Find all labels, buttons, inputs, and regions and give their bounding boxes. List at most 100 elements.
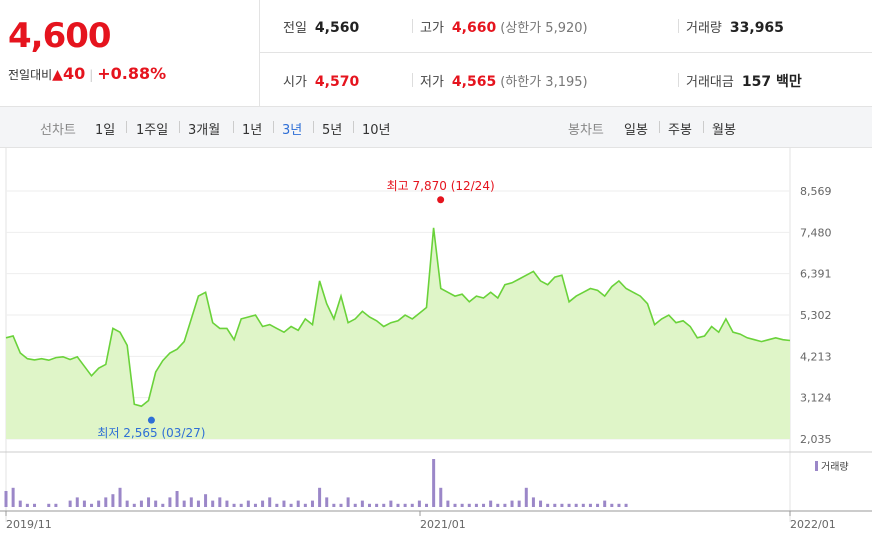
volume-bar xyxy=(18,500,22,507)
volume-bar xyxy=(410,503,414,507)
tab-weekly[interactable]: 주봉 xyxy=(668,123,692,138)
volume-bar xyxy=(375,503,379,507)
volume-bar xyxy=(353,503,357,507)
change-value: 40 xyxy=(62,64,86,83)
volume-bar xyxy=(332,503,336,507)
quote-panel xyxy=(0,0,872,107)
volume-bar xyxy=(4,491,8,507)
volume-bar xyxy=(417,500,421,507)
tab-1y[interactable]: 1년 xyxy=(242,123,263,138)
volume-bar xyxy=(132,503,136,507)
volume-bar xyxy=(360,500,364,507)
y-tick-label: 2,035 xyxy=(800,433,832,446)
tab-3y[interactable]: 3년 xyxy=(282,123,303,138)
volume-bar xyxy=(553,503,557,507)
volume-bar xyxy=(389,500,393,507)
low-price: 저가 4,565 (하한가 3,195) xyxy=(420,74,588,90)
volume-legend-swatch xyxy=(815,461,818,471)
x-tick-label: 2019/11 xyxy=(6,518,52,531)
volume-bar xyxy=(139,500,143,507)
volume-bar xyxy=(182,500,186,507)
change-label: 전일대비 xyxy=(8,68,53,82)
volume-bar xyxy=(546,503,550,507)
trade-amount: 거래대금 157 백만 xyxy=(686,74,802,90)
volume-bar xyxy=(603,500,607,507)
volume-bar xyxy=(289,503,293,507)
x-tick-label: 2021/01 xyxy=(420,518,466,531)
line-chart-label: 선차트 xyxy=(40,123,76,138)
volume-bar xyxy=(517,500,521,507)
volume-bar xyxy=(104,497,108,507)
volume-bar xyxy=(189,497,193,507)
volume-bar xyxy=(310,500,314,507)
tab-10y[interactable]: 10년 xyxy=(362,123,391,138)
volume-bar xyxy=(232,503,236,507)
y-tick-label: 6,391 xyxy=(800,268,832,281)
volume-bar xyxy=(617,503,621,507)
x-tick-label: 2022/01 xyxy=(790,518,836,531)
volume-bar xyxy=(211,500,215,507)
volume-bar xyxy=(382,503,386,507)
max-marker xyxy=(437,196,445,204)
volume-bar xyxy=(147,497,151,507)
volume-bar xyxy=(474,503,478,507)
volume-bar xyxy=(282,500,286,507)
volume-bar xyxy=(296,500,300,507)
volume-bar xyxy=(25,503,29,507)
volume-bar xyxy=(489,500,493,507)
y-tick-label: 3,124 xyxy=(800,392,832,405)
volume-bar xyxy=(90,503,94,507)
volume: 거래량 33,965 xyxy=(686,20,784,36)
tab-1w[interactable]: 1주일 xyxy=(136,123,169,138)
volume-bar xyxy=(253,503,257,507)
volume-bar xyxy=(175,491,179,507)
high-price: 고가 4,660 (상한가 5,920) xyxy=(420,20,588,36)
tab-monthly[interactable]: 월봉 xyxy=(712,123,736,138)
volume-bar xyxy=(11,487,15,507)
chart-tabs-bar xyxy=(0,107,872,148)
y-tick-label: 4,213 xyxy=(800,350,832,363)
volume-bar xyxy=(539,500,543,507)
volume-bar xyxy=(453,503,457,507)
volume-bar xyxy=(460,503,464,507)
volume-bar xyxy=(161,503,165,507)
volume-bar xyxy=(467,503,471,507)
volume-bar xyxy=(47,503,51,507)
y-tick-label: 7,480 xyxy=(800,226,832,239)
change-row: 전일대비▲40 | +0.88% xyxy=(8,64,167,83)
price-chart: 8,569 7,480 6,391 5,302 4,213 3,124 2,035 최고 7,… xyxy=(0,147,872,531)
volume-bar xyxy=(154,500,158,507)
volume-bar xyxy=(325,497,329,507)
min-annotation: 최저 2,565 (03/27) xyxy=(97,426,205,440)
volume-bar xyxy=(204,494,208,507)
row-divider xyxy=(260,52,872,53)
volume-bar xyxy=(339,503,343,507)
tab-1d[interactable]: 1일 xyxy=(95,123,116,138)
volume-bar xyxy=(567,503,571,507)
volume-bar xyxy=(346,497,350,507)
volume-bar xyxy=(275,503,279,507)
volume-bar xyxy=(33,503,37,507)
volume-bar xyxy=(560,503,564,507)
tab-3m[interactable]: 3개월 xyxy=(188,123,221,138)
tab-daily[interactable]: 일봉 xyxy=(624,123,648,138)
volume-bar xyxy=(225,500,229,507)
tab-5y[interactable]: 5년 xyxy=(322,123,343,138)
max-annotation: 최고 7,870 (12/24) xyxy=(387,179,495,193)
volume-bar xyxy=(581,503,585,507)
price-area xyxy=(6,227,790,439)
min-marker xyxy=(147,416,155,424)
volume-legend: 거래량 xyxy=(821,461,849,473)
volume-bar xyxy=(432,459,436,507)
volume-bar xyxy=(588,503,592,507)
volume-bar xyxy=(75,497,79,507)
volume-bar xyxy=(510,500,514,507)
volume-bar xyxy=(524,487,528,507)
volume-bar xyxy=(97,500,101,507)
volume-bar xyxy=(168,497,172,507)
volume-bar xyxy=(425,503,429,507)
price-line xyxy=(5,227,791,408)
volume-bar xyxy=(318,487,322,507)
volume-bar xyxy=(118,487,122,507)
volume-bar xyxy=(261,500,265,507)
